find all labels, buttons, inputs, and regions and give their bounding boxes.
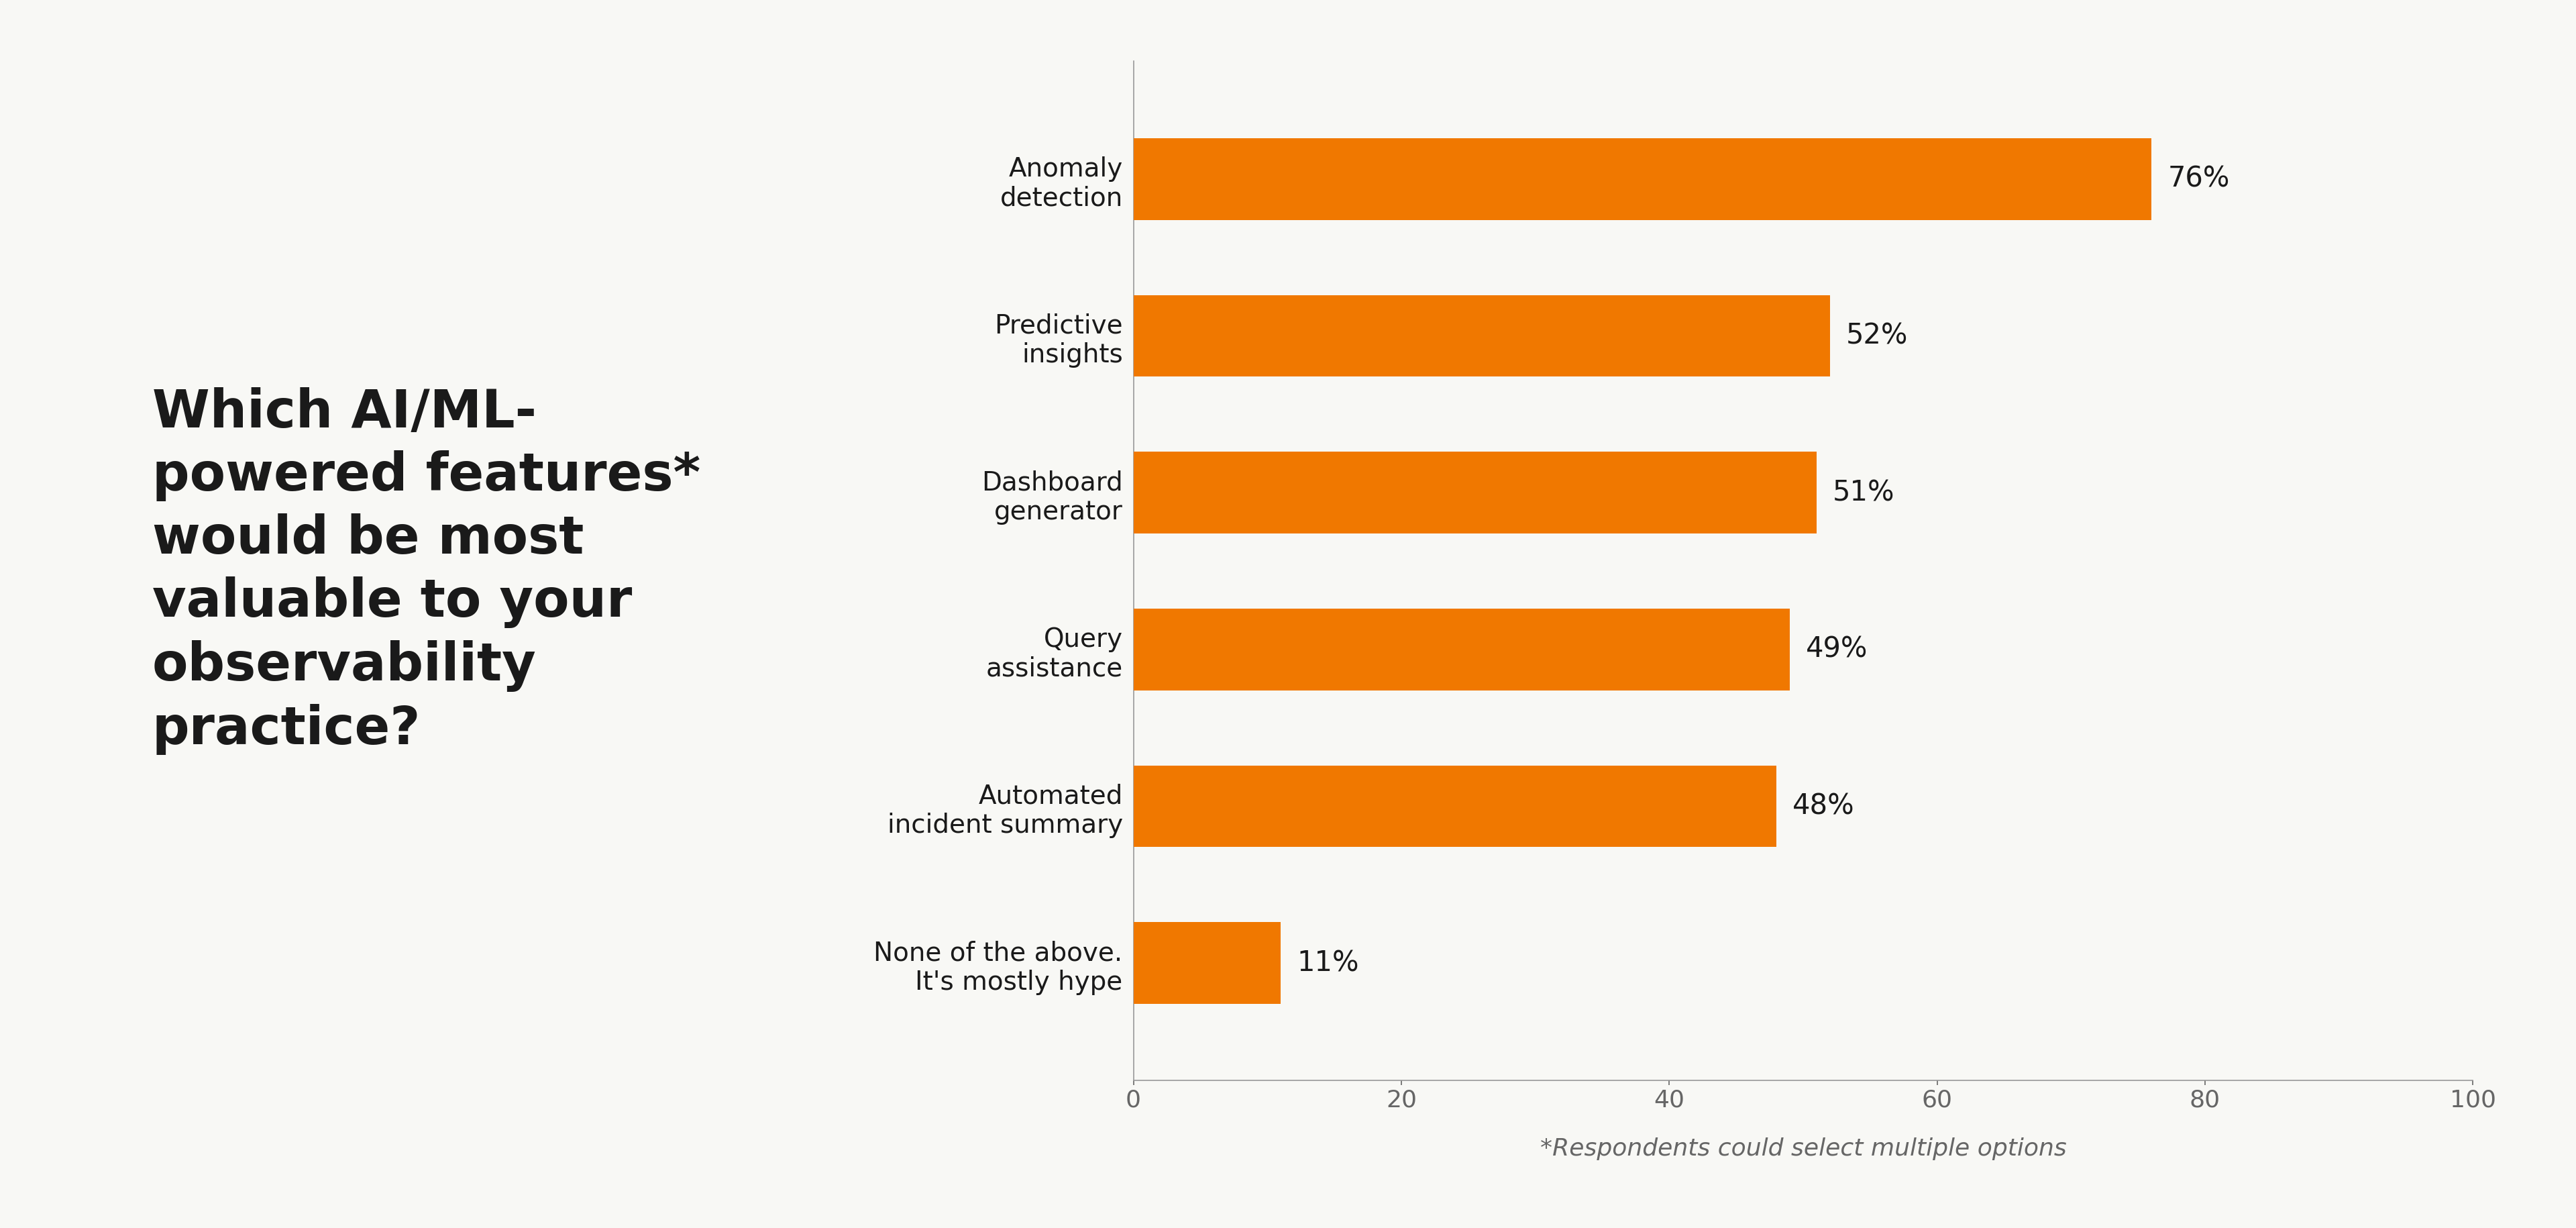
Text: 51%: 51% <box>1832 479 1896 507</box>
Bar <box>1133 765 1777 847</box>
Bar <box>1133 295 1829 377</box>
Bar <box>1133 609 1790 690</box>
Text: 11%: 11% <box>1296 949 1360 977</box>
Text: 49%: 49% <box>1806 635 1868 663</box>
Bar <box>1133 452 1816 533</box>
Text: 76%: 76% <box>2166 165 2228 193</box>
Text: *Respondents could select multiple options: *Respondents could select multiple optio… <box>1540 1137 2066 1160</box>
Text: 52%: 52% <box>1847 322 1909 350</box>
Text: Which AI/ML-
powered features*
would be most
valuable to your
observability
prac: Which AI/ML- powered features* would be … <box>152 387 701 755</box>
Bar <box>1133 139 2151 220</box>
Bar <box>1133 922 1280 1003</box>
Text: 48%: 48% <box>1793 792 1855 820</box>
